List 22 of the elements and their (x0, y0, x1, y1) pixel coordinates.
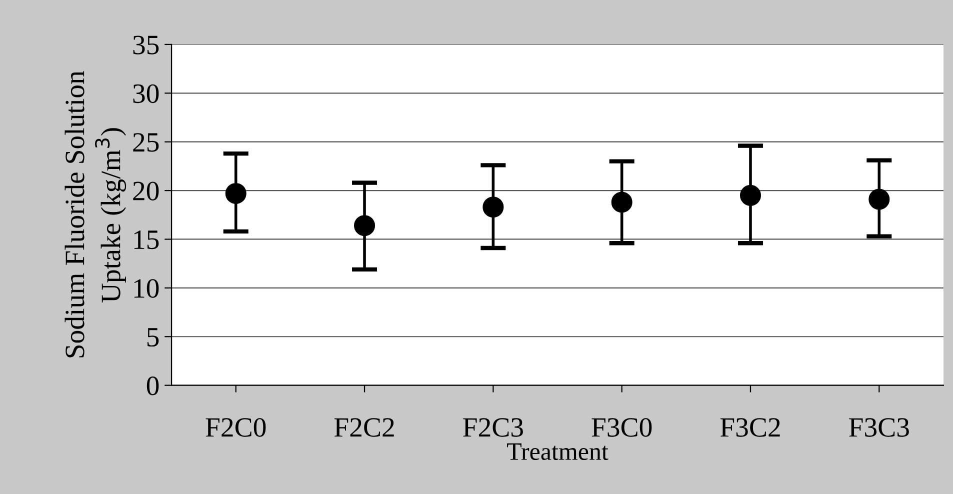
x-axis-title: Treatment (507, 443, 608, 460)
point (482, 196, 504, 218)
y-tick-label: 10 (134, 279, 159, 298)
point (868, 188, 890, 210)
x-tick-label: F2C2 (334, 418, 394, 437)
x-tick-label: F3C2 (720, 418, 780, 437)
y-tick-label: 5 (147, 328, 159, 347)
point (740, 184, 762, 206)
point (611, 192, 632, 213)
y-tick-label: 25 (133, 133, 159, 152)
point (354, 215, 376, 236)
y-tick-label: 0 (146, 376, 159, 396)
y-tick-label: 15 (134, 230, 159, 250)
point (225, 182, 246, 204)
y-tick-label: 30 (133, 84, 159, 104)
x-tick-label: F2C3 (463, 418, 523, 437)
x-tick-label: F3C0 (592, 418, 652, 437)
y-axis-title: Sodium Fluoride Solution Uptake (kg/m$^{3}$) (64, 71, 126, 358)
y-tick-label: 35 (133, 36, 159, 54)
x-tick-label: F3C3 (849, 418, 909, 437)
y-tick-label: 20 (133, 182, 159, 200)
x-tick-label: F2C0 (206, 418, 266, 437)
